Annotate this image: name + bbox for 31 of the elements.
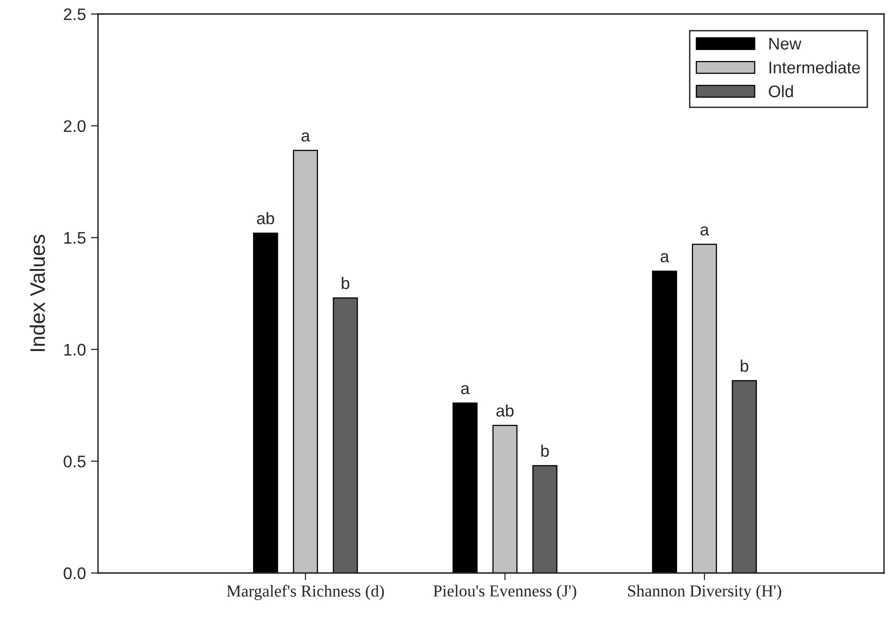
y-tick-label: 0.5 (64, 456, 86, 468)
y-tick-label: 2.5 (64, 8, 86, 20)
data-label: b (740, 360, 748, 372)
data-label: ab (257, 212, 274, 224)
data-label: a (302, 132, 310, 142)
legend-label: Intermediate (770, 61, 860, 74)
bar (292, 150, 318, 573)
bar (652, 270, 678, 573)
legend-label: New (769, 38, 802, 50)
y-axis-title: Index Values (30, 234, 46, 352)
data-label: b (541, 444, 549, 457)
bar (492, 424, 518, 573)
y-tick-label: 1.0 (64, 344, 86, 356)
bar (532, 465, 558, 573)
legend-label: Old (768, 85, 793, 98)
data-label: a (461, 385, 470, 394)
y-tick-label: 0.0 (64, 567, 86, 580)
x-tick-label: Shannon Diversity (H') (628, 584, 782, 600)
bar (732, 380, 757, 573)
bar (692, 244, 717, 573)
bar (332, 297, 358, 573)
data-label: ab (496, 404, 514, 417)
data-label: a (700, 226, 710, 236)
data-label: b (342, 276, 350, 290)
x-tick-label: Margalef's Richness (d) (226, 584, 384, 600)
bar (253, 232, 278, 573)
data-label: a (660, 253, 670, 262)
y-tick-label: 1.5 (64, 232, 86, 244)
x-tick-label: Pielou's Evenness (J') (433, 584, 576, 600)
y-tick-label: 2.0 (64, 120, 86, 132)
bar (452, 402, 478, 573)
